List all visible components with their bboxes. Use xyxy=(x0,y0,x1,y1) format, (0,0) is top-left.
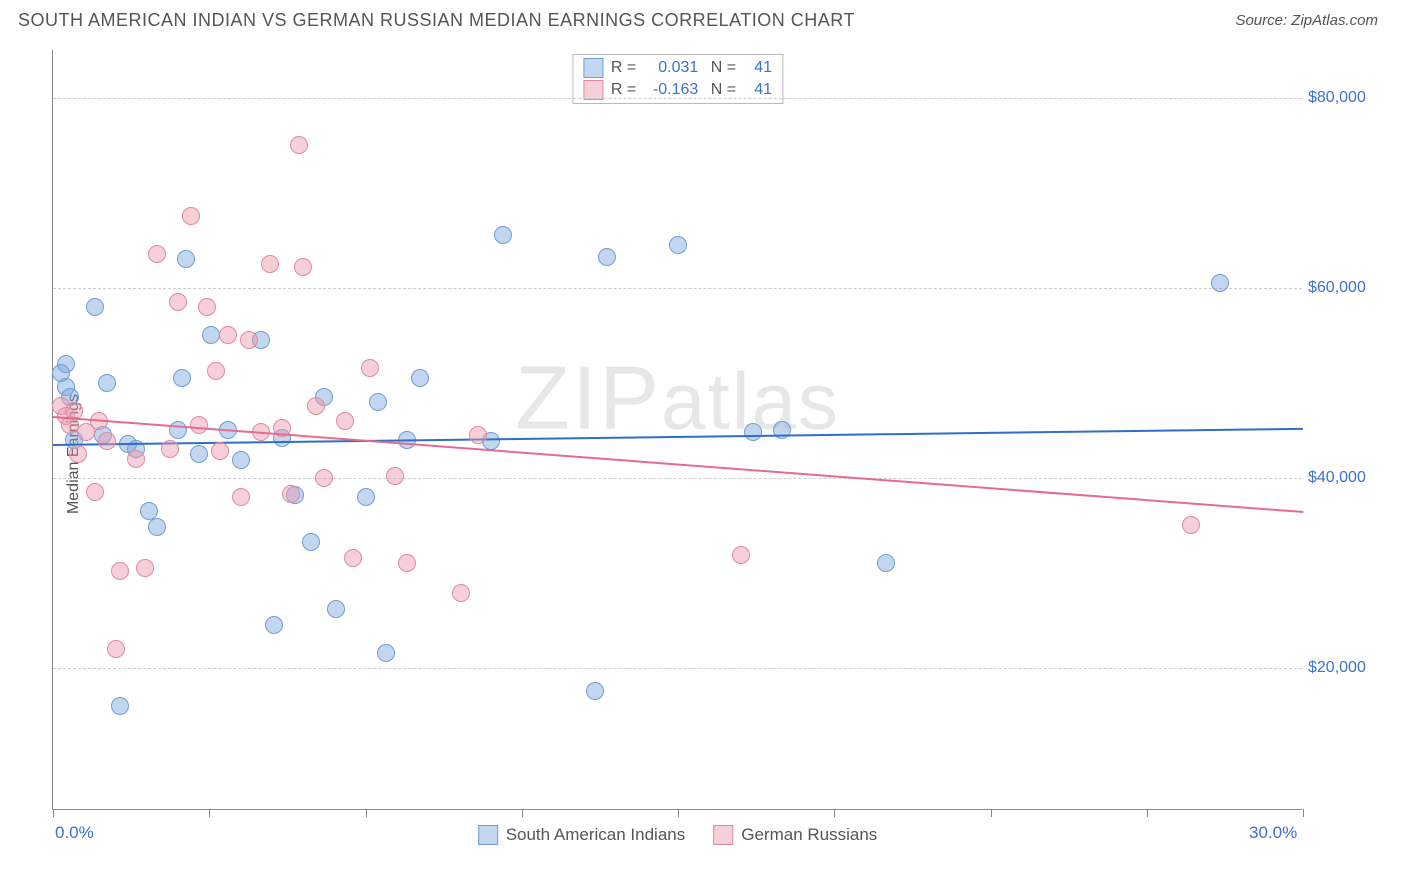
gridline xyxy=(53,288,1302,289)
data-point xyxy=(1211,274,1229,292)
data-point xyxy=(232,488,250,506)
data-point xyxy=(169,293,187,311)
data-point xyxy=(327,600,345,618)
stat-r-value: -0.163 xyxy=(644,81,698,99)
data-point xyxy=(452,584,470,602)
y-tick-label: $60,000 xyxy=(1308,279,1386,297)
data-point xyxy=(315,469,333,487)
data-point xyxy=(265,616,283,634)
data-point xyxy=(161,440,179,458)
x-tick-mark xyxy=(678,809,679,817)
y-tick-label: $20,000 xyxy=(1308,659,1386,677)
legend-item: South American Indians xyxy=(478,825,686,845)
data-point xyxy=(357,488,375,506)
data-point xyxy=(598,248,616,266)
data-point xyxy=(294,258,312,276)
data-point xyxy=(148,245,166,263)
data-point xyxy=(411,369,429,387)
data-point xyxy=(98,432,116,450)
data-point xyxy=(69,445,87,463)
data-point xyxy=(398,554,416,572)
data-point xyxy=(369,393,387,411)
data-point xyxy=(290,136,308,154)
x-tick-mark xyxy=(834,809,835,817)
data-point xyxy=(111,562,129,580)
stats-row: R = 0.031 N = 41 xyxy=(583,57,772,79)
data-point xyxy=(744,423,762,441)
source-label: Source: ZipAtlas.com xyxy=(1235,12,1378,29)
data-point xyxy=(1182,516,1200,534)
data-point xyxy=(307,397,325,415)
data-point xyxy=(177,250,195,268)
stat-label: R = xyxy=(611,59,636,77)
data-point xyxy=(190,445,208,463)
data-point xyxy=(386,467,404,485)
plot-area: ZIPatlas R = 0.031 N = 41 R = -0.163 N =… xyxy=(52,50,1302,810)
x-tick-label: 0.0% xyxy=(55,823,94,843)
data-point xyxy=(261,255,279,273)
data-point xyxy=(86,483,104,501)
data-point xyxy=(86,298,104,316)
data-point xyxy=(336,412,354,430)
gridline xyxy=(53,668,1302,669)
gridline xyxy=(53,478,1302,479)
swatch-icon xyxy=(478,825,498,845)
stat-label: R = xyxy=(611,81,636,99)
data-point xyxy=(57,355,75,373)
data-point xyxy=(232,451,250,469)
data-point xyxy=(98,374,116,392)
stat-label: N = xyxy=(706,81,736,99)
data-point xyxy=(207,362,225,380)
data-point xyxy=(111,697,129,715)
data-point xyxy=(732,546,750,564)
data-point xyxy=(494,226,512,244)
data-point xyxy=(136,559,154,577)
x-tick-mark xyxy=(991,809,992,817)
legend-label: German Russians xyxy=(741,825,877,845)
stat-n-value: 41 xyxy=(744,59,772,77)
data-point xyxy=(127,450,145,468)
gridline xyxy=(53,98,1302,99)
data-point xyxy=(219,326,237,344)
legend-item: German Russians xyxy=(713,825,877,845)
data-point xyxy=(240,331,258,349)
x-tick-mark xyxy=(53,809,54,817)
x-tick-mark xyxy=(209,809,210,817)
x-tick-mark xyxy=(522,809,523,817)
x-tick-mark xyxy=(366,809,367,817)
legend-label: South American Indians xyxy=(506,825,686,845)
x-tick-mark xyxy=(1303,809,1304,817)
x-tick-mark xyxy=(1147,809,1148,817)
swatch-icon xyxy=(713,825,733,845)
data-point xyxy=(377,644,395,662)
data-point xyxy=(877,554,895,572)
data-point xyxy=(198,298,216,316)
stat-r-value: 0.031 xyxy=(644,59,698,77)
data-point xyxy=(344,549,362,567)
stat-label: N = xyxy=(706,59,736,77)
series-legend: South American Indians German Russians xyxy=(478,825,878,845)
data-point xyxy=(202,326,220,344)
data-point xyxy=(148,518,166,536)
chart-container: Median Earnings ZIPatlas R = 0.031 N = 4… xyxy=(18,44,1388,864)
data-point xyxy=(282,485,300,503)
data-point xyxy=(107,640,125,658)
y-tick-label: $80,000 xyxy=(1308,89,1386,107)
x-tick-label: 30.0% xyxy=(1249,823,1297,843)
data-point xyxy=(182,207,200,225)
data-point xyxy=(361,359,379,377)
data-point xyxy=(669,236,687,254)
data-point xyxy=(302,533,320,551)
data-point xyxy=(586,682,604,700)
data-point xyxy=(169,421,187,439)
y-tick-label: $40,000 xyxy=(1308,469,1386,487)
chart-title: SOUTH AMERICAN INDIAN VS GERMAN RUSSIAN … xyxy=(18,10,855,31)
data-point xyxy=(190,416,208,434)
stat-n-value: 41 xyxy=(744,81,772,99)
swatch-icon xyxy=(583,58,603,78)
stats-legend: R = 0.031 N = 41 R = -0.163 N = 41 xyxy=(572,54,783,104)
data-point xyxy=(173,369,191,387)
data-point xyxy=(469,426,487,444)
data-point xyxy=(211,442,229,460)
